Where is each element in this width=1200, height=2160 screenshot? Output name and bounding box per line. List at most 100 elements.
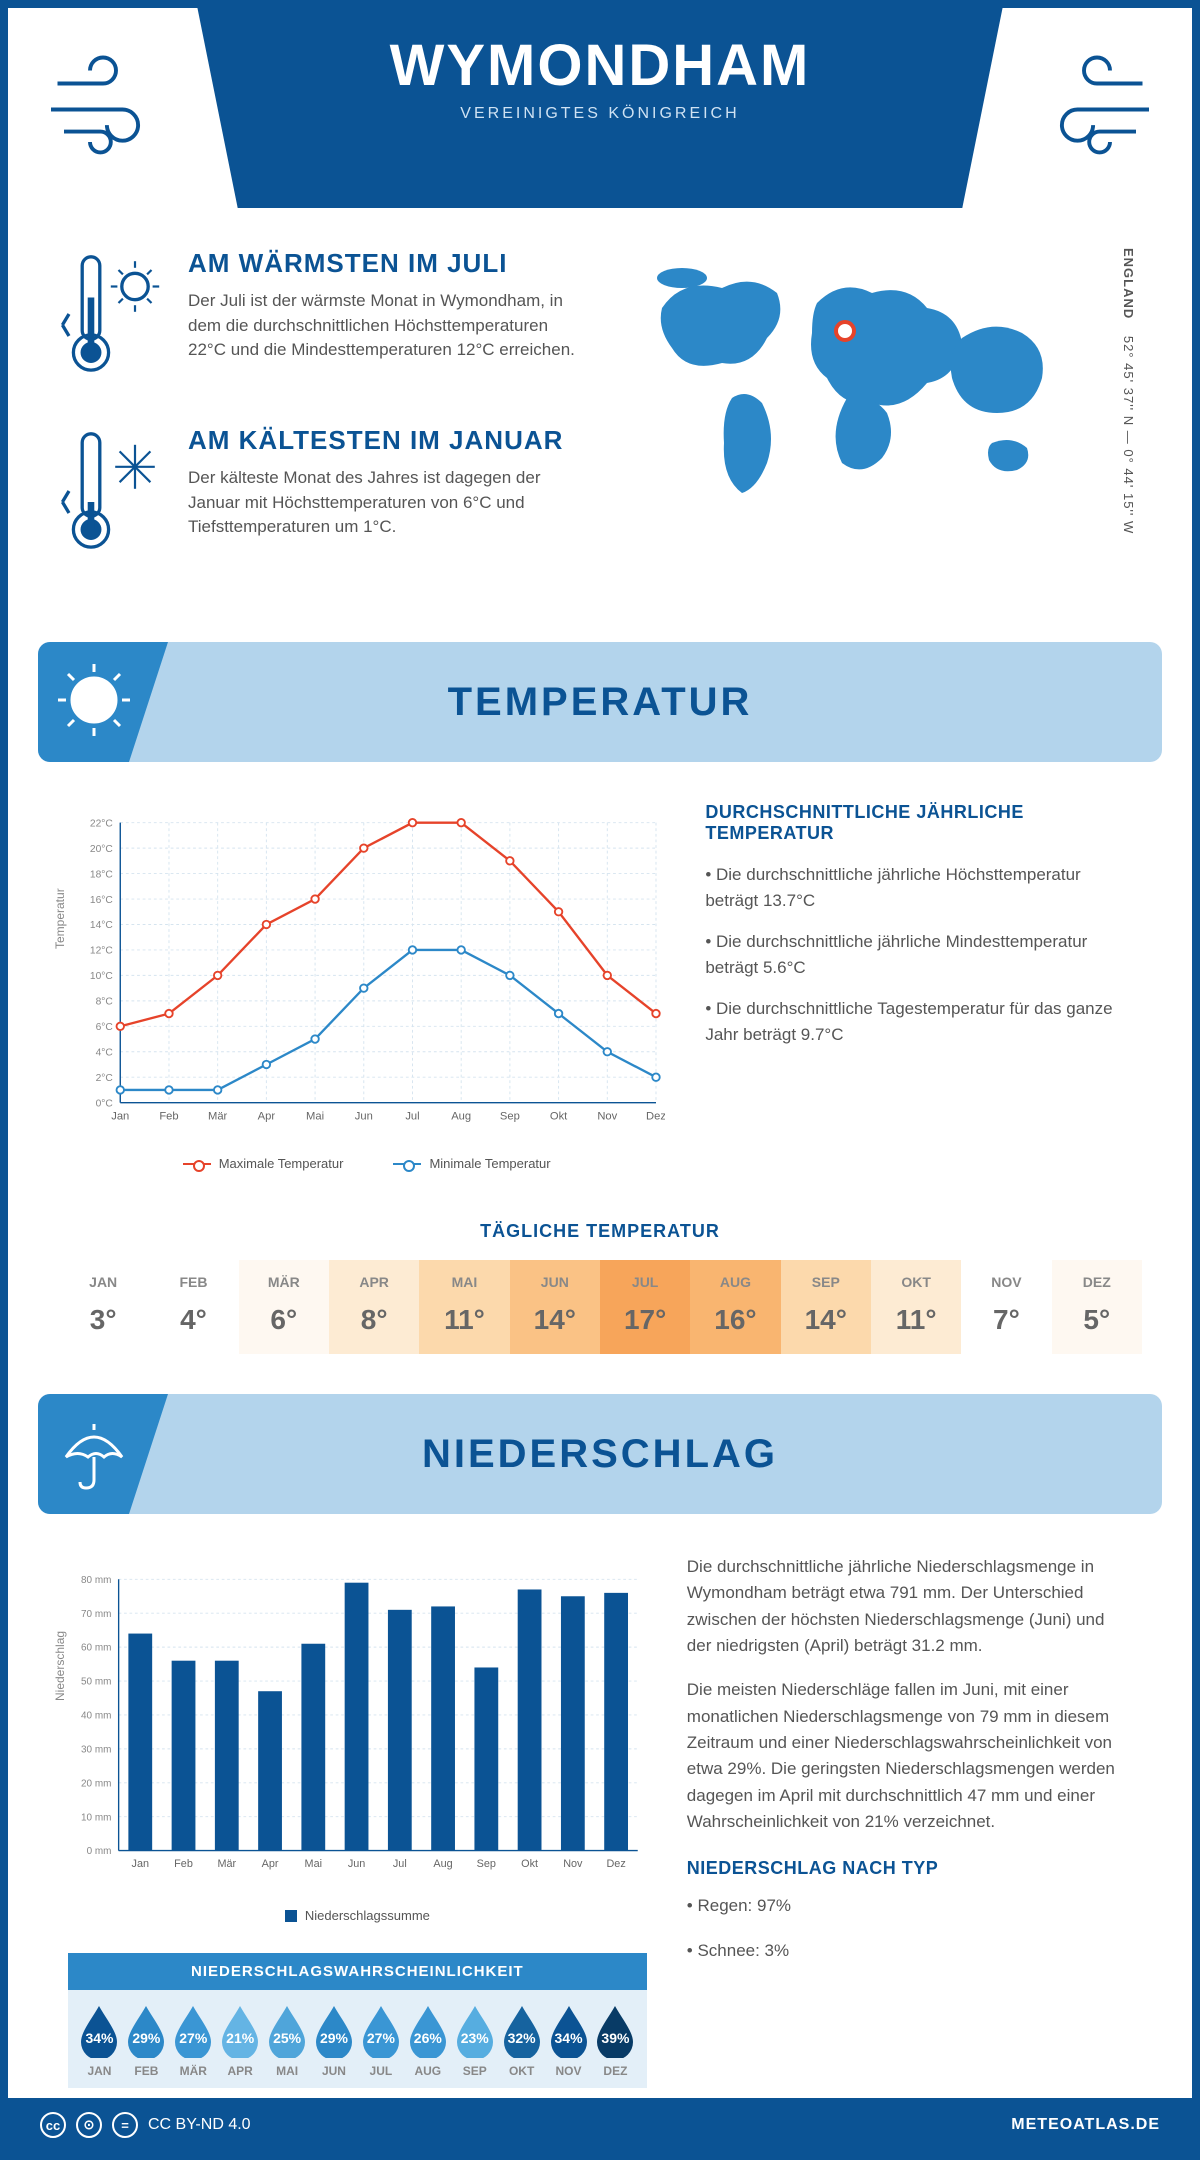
svg-text:Mai: Mai: [306, 1110, 324, 1122]
daily-cell: JUL17°: [600, 1260, 690, 1354]
warmest-fact: AM WÄRMSTEN IM JULI Der Juli ist der wär…: [58, 248, 582, 385]
temperature-section-header: TEMPERATUR: [38, 642, 1162, 762]
svg-text:Mär: Mär: [217, 1858, 236, 1870]
footer: cc ⊙ = CC BY-ND 4.0 METEOATLAS.DE: [8, 2098, 1192, 2152]
country-subtitle: VEREINIGTES KÖNIGREICH: [197, 105, 1002, 123]
svg-text:Jul: Jul: [405, 1110, 419, 1122]
daily-cell: NOV7°: [961, 1260, 1051, 1354]
svg-text:Jan: Jan: [132, 1858, 149, 1870]
prob-cell: 27%MÄR: [170, 2002, 217, 2078]
svg-text:16°C: 16°C: [90, 895, 114, 906]
wind-icon: [1032, 38, 1162, 168]
svg-text:Jan: Jan: [111, 1110, 129, 1122]
svg-text:0°C: 0°C: [96, 1098, 114, 1109]
svg-text:Okt: Okt: [521, 1858, 538, 1870]
precip-type2: • Schnee: 3%: [687, 1938, 1132, 1964]
coldest-fact: AM KÄLTESTEN IM JANUAR Der kälteste Mona…: [58, 425, 582, 562]
coldest-title: AM KÄLTESTEN IM JANUAR: [188, 425, 582, 456]
svg-text:10 mm: 10 mm: [81, 1812, 111, 1823]
legend-min: Minimale Temperatur: [429, 1156, 550, 1171]
prob-cell: 23%SEP: [451, 2002, 498, 2078]
svg-text:Mai: Mai: [305, 1858, 322, 1870]
daily-cell: OKT11°: [871, 1260, 961, 1354]
coldest-text: Der kälteste Monat des Jahres ist dagege…: [188, 466, 582, 540]
svg-text:Jun: Jun: [348, 1858, 365, 1870]
avg-temp-p3: • Die durchschnittliche Tagestemperatur …: [705, 996, 1132, 1047]
legend-precip: Niederschlagssumme: [305, 1908, 430, 1923]
thermometer-sun-icon: [58, 248, 168, 385]
prob-cell: 27%JUL: [357, 2002, 404, 2078]
world-map: ENGLAND 52° 45' 37'' N — 0° 44' 15'' W: [622, 248, 1142, 602]
svg-text:Jun: Jun: [355, 1110, 373, 1122]
svg-text:Okt: Okt: [550, 1110, 568, 1122]
svg-text:40 mm: 40 mm: [81, 1711, 111, 1722]
svg-text:Aug: Aug: [433, 1858, 452, 1870]
svg-text:Mär: Mär: [208, 1110, 228, 1122]
coords-latlon: 52° 45' 37'' N — 0° 44' 15'' W: [1121, 336, 1136, 534]
thermometer-snow-icon: [58, 425, 168, 562]
svg-text:Feb: Feb: [159, 1110, 178, 1122]
sun-icon: [54, 660, 134, 740]
svg-text:8°C: 8°C: [96, 997, 114, 1008]
temperature-line-chart: Temperatur 0°C2°C4°C6°C8°C10°C12°C14°C16…: [68, 802, 665, 1171]
svg-text:Sep: Sep: [500, 1110, 520, 1122]
header: WYMONDHAM VEREINIGTES KÖNIGREICH: [8, 8, 1192, 208]
svg-text:Dez: Dez: [606, 1858, 625, 1870]
precip-type-title: NIEDERSCHLAG NACH TYP: [687, 1855, 1132, 1883]
coords-country: ENGLAND: [1121, 248, 1136, 319]
daily-cell: AUG16°: [690, 1260, 780, 1354]
svg-text:Nov: Nov: [597, 1110, 617, 1122]
svg-text:Sep: Sep: [477, 1858, 496, 1870]
prob-cell: 29%JUN: [311, 2002, 358, 2078]
prob-cell: 25%MAI: [264, 2002, 311, 2078]
svg-text:Nov: Nov: [563, 1858, 583, 1870]
precip-type1: • Regen: 97%: [687, 1893, 1132, 1919]
prob-cell: 21%APR: [217, 2002, 264, 2078]
daily-cell: MAI11°: [419, 1260, 509, 1354]
svg-text:6°C: 6°C: [96, 1022, 114, 1033]
svg-text:10°C: 10°C: [90, 971, 114, 982]
svg-text:50 mm: 50 mm: [81, 1677, 111, 1688]
precip-title: NIEDERSCHLAG: [422, 1432, 778, 1477]
svg-text:20 mm: 20 mm: [81, 1778, 111, 1789]
location-marker-icon: [834, 320, 856, 342]
svg-text:14°C: 14°C: [90, 920, 114, 931]
daily-cell: SEP14°: [781, 1260, 871, 1354]
daily-cell: DEZ5°: [1052, 1260, 1142, 1354]
prob-cell: 26%AUG: [404, 2002, 451, 2078]
prob-title: NIEDERSCHLAGSWAHRSCHEINLICHKEIT: [68, 1953, 647, 1990]
legend-max: Maximale Temperatur: [219, 1156, 344, 1171]
daily-cell: FEB4°: [148, 1260, 238, 1354]
prob-cell: 34%JAN: [76, 2002, 123, 2078]
daily-temp-table: JAN3°FEB4°MÄR6°APR8°MAI11°JUN14°JUL17°AU…: [58, 1260, 1142, 1354]
svg-text:2°C: 2°C: [96, 1073, 114, 1084]
svg-text:70 mm: 70 mm: [81, 1609, 111, 1620]
daily-cell: APR8°: [329, 1260, 419, 1354]
precip-bar-chart: Niederschlag 0 mm10 mm20 mm30 mm40 mm50 …: [68, 1554, 647, 2088]
prob-cell: 29%FEB: [123, 2002, 170, 2078]
svg-text:60 mm: 60 mm: [81, 1643, 111, 1654]
brand: METEOATLAS.DE: [1011, 2116, 1160, 2134]
precip-p1: Die durchschnittliche jährliche Niedersc…: [687, 1554, 1132, 1659]
daily-temp-title: TÄGLICHE TEMPERATUR: [8, 1221, 1192, 1242]
cc-icon: cc: [40, 2112, 66, 2138]
svg-text:12°C: 12°C: [90, 946, 114, 957]
svg-text:20°C: 20°C: [90, 844, 114, 855]
wind-icon: [38, 38, 168, 168]
daily-cell: JAN3°: [58, 1260, 148, 1354]
svg-text:18°C: 18°C: [90, 869, 114, 880]
temperature-title: TEMPERATUR: [448, 680, 753, 725]
svg-text:Apr: Apr: [262, 1858, 279, 1870]
nd-icon: =: [112, 2112, 138, 2138]
city-title: WYMONDHAM: [197, 32, 1002, 99]
umbrella-icon: [54, 1412, 134, 1492]
prob-cell: 39%DEZ: [592, 2002, 639, 2078]
svg-text:30 mm: 30 mm: [81, 1744, 111, 1755]
svg-text:80 mm: 80 mm: [81, 1575, 111, 1586]
avg-temp-p2: • Die durchschnittliche jährliche Mindes…: [705, 929, 1132, 980]
avg-temp-title: DURCHSCHNITTLICHE JÄHRLICHE TEMPERATUR: [705, 802, 1132, 844]
daily-cell: JUN14°: [510, 1260, 600, 1354]
license-text: CC BY-ND 4.0: [148, 2116, 251, 2134]
daily-cell: MÄR6°: [239, 1260, 329, 1354]
avg-temp-p1: • Die durchschnittliche jährliche Höchst…: [705, 862, 1132, 913]
